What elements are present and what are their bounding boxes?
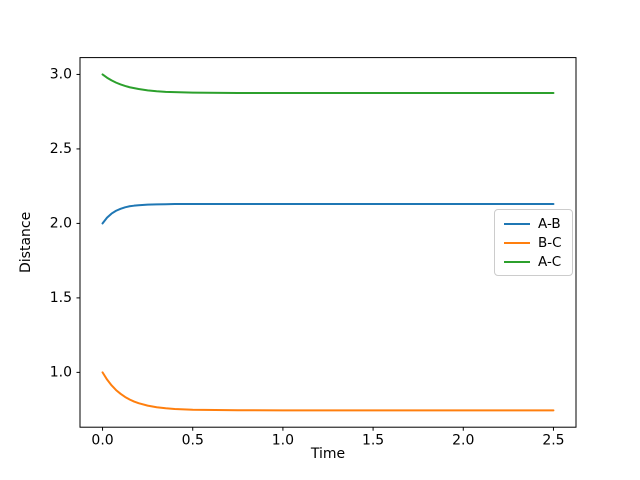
legend-label-ac: A-C — [538, 253, 562, 270]
legend-label-ab: A-B — [538, 215, 561, 232]
y-tick-label: 1.5 — [50, 290, 72, 306]
plot-line-B-C — [101, 371, 555, 412]
axes-spines — [79, 57, 577, 428]
y-tick-label: 2.0 — [50, 215, 72, 231]
x-tick-label: 2.0 — [452, 432, 474, 448]
plot-line-A-B — [101, 203, 555, 225]
legend-line-swatch-ab — [504, 222, 530, 225]
legend-box: A-B B-C A-C — [494, 209, 573, 276]
y-tick-label: 1.0 — [50, 364, 72, 380]
legend-line-swatch-bc — [504, 241, 530, 244]
y-tick-label: 2.5 — [50, 141, 72, 157]
legend-label-bc: B-C — [538, 234, 562, 251]
y-axis-label: Distance — [18, 212, 34, 273]
legend-entry-ab: A-B — [504, 216, 563, 232]
legend-line-swatch-ac — [504, 260, 530, 263]
x-tick-label: 1.5 — [362, 432, 384, 448]
x-tick-label: 0.5 — [182, 432, 204, 448]
plot-line-A-C — [101, 73, 555, 95]
legend-entry-bc: B-C — [504, 235, 563, 251]
x-tick-label: 0.0 — [91, 432, 113, 448]
x-tick-label: 2.5 — [542, 432, 564, 448]
y-tick-label: 3.0 — [50, 66, 72, 82]
x-axis-label: Time — [310, 446, 345, 462]
x-tick-label: 1.0 — [272, 432, 294, 448]
legend-entry-ac: A-C — [504, 254, 563, 270]
